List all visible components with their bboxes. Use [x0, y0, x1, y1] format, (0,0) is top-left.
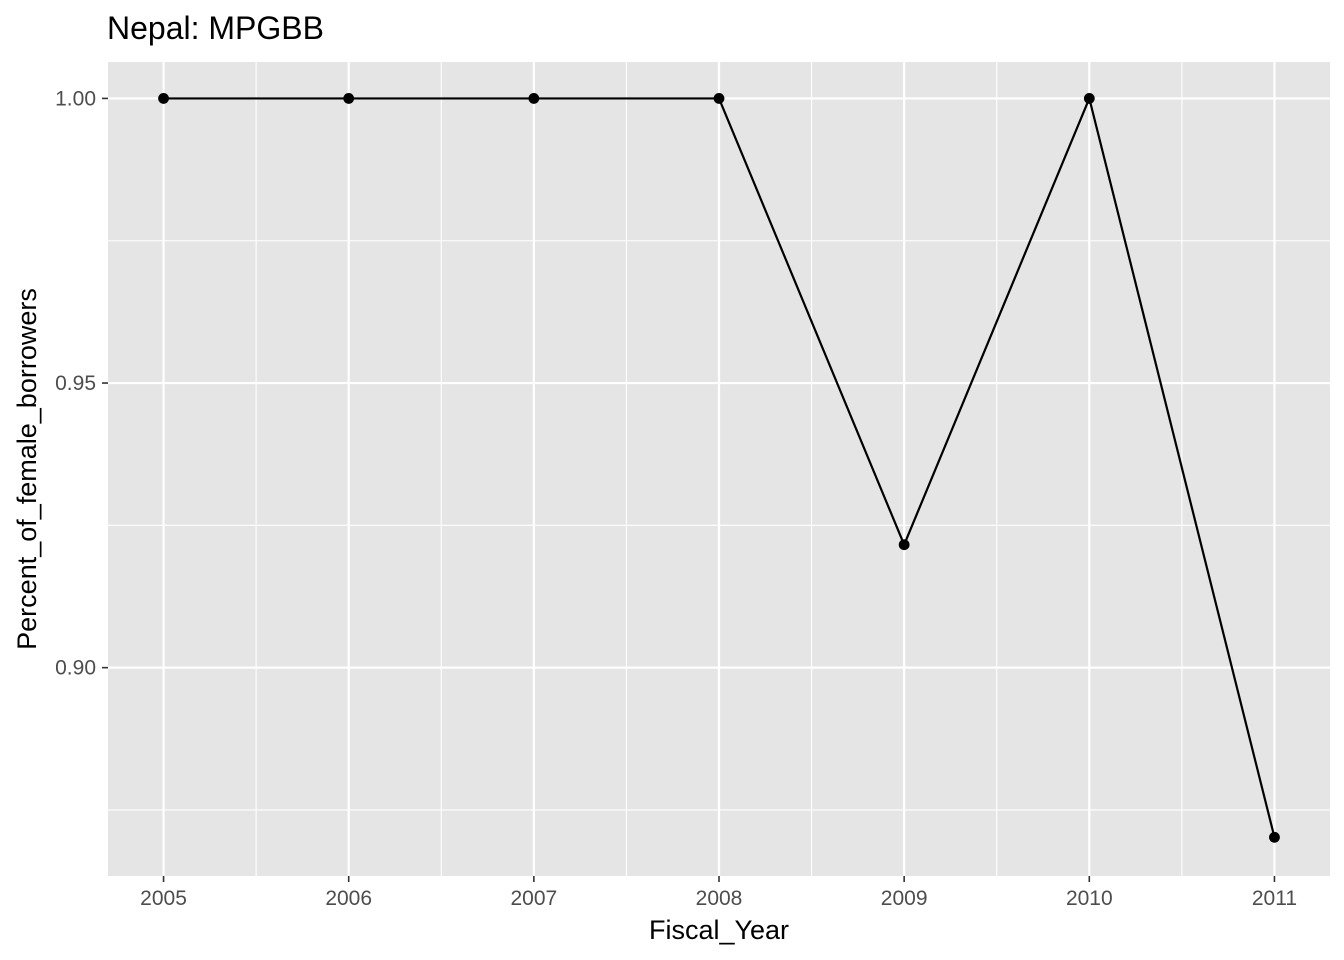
chart-title: Nepal: MPGBB [107, 10, 324, 46]
x-tick-label: 2009 [881, 887, 928, 910]
y-tick-label: 1.00 [55, 87, 96, 110]
y-axis-title: Percent_of_female_borrowers [12, 288, 42, 650]
y-tick-label: 0.95 [55, 372, 96, 395]
data-point [1083, 93, 1095, 104]
x-axis: 2005 2006 2007 2008 2009 2010 2011 [140, 876, 1297, 910]
data-point [1269, 831, 1280, 843]
data-point [713, 93, 725, 104]
x-tick-label: 2011 [1252, 887, 1297, 910]
data-point [528, 93, 540, 104]
data-point [158, 93, 169, 104]
x-tick-label: 2008 [696, 887, 743, 910]
x-axis-title: Fiscal_Year [649, 915, 789, 945]
x-tick-label: 2007 [510, 887, 557, 910]
x-tick-label: 2010 [1066, 887, 1113, 910]
data-point [343, 93, 355, 104]
data-points [158, 93, 1280, 843]
x-tick-label: 2005 [140, 887, 187, 910]
y-tick-label: 0.90 [55, 657, 96, 680]
data-point [898, 539, 910, 551]
y-axis: 0.90 0.95 1.00 [55, 87, 108, 680]
x-tick-label: 2006 [325, 887, 372, 910]
